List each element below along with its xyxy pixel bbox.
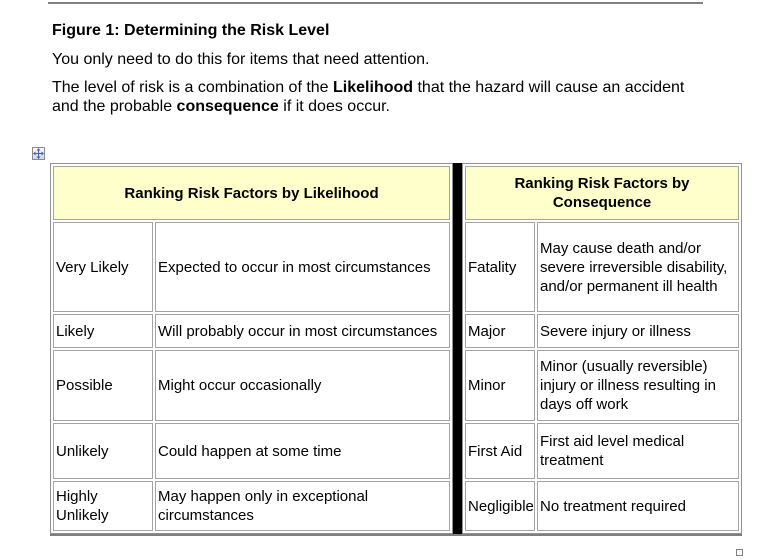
risk-tables-container: Ranking Risk Factors by Likelihood Very … (50, 163, 743, 536)
horizontal-rule (48, 2, 703, 4)
term-cell: First Aid (465, 423, 535, 479)
description-cell: Expected to occur in most circumstances (155, 222, 450, 312)
likelihood-bold-word: Likelihood (333, 79, 414, 96)
risk-text-part2: that the hazard will cause an accident a… (52, 79, 685, 115)
term-cell: Major (465, 314, 535, 348)
table-row: Highly Unlikely May happen only in excep… (53, 481, 450, 531)
table-row: Likely Will probably occur in most circu… (53, 314, 450, 348)
description-cell: Minor (usually reversible) injury or ill… (537, 350, 740, 421)
description-cell: Will probably occur in most circumstance… (155, 314, 450, 348)
table-row: Possible Might occur occasionally (53, 350, 450, 421)
intro-paragraph: You only need to do this for items that … (52, 51, 430, 68)
likelihood-table-header: Ranking Risk Factors by Likelihood (53, 166, 450, 220)
likelihood-table: Ranking Risk Factors by Likelihood Very … (50, 163, 453, 534)
table-resize-handle-icon[interactable] (736, 549, 743, 556)
table-row: First Aid First aid level medical treatm… (465, 423, 740, 479)
table-row: Unlikely Could happen at some time (53, 423, 450, 479)
term-cell: Possible (53, 350, 153, 421)
consequence-bold-word: consequence (176, 98, 279, 115)
description-cell: Might occur occasionally (155, 350, 450, 421)
term-cell: Negligible (465, 481, 535, 531)
term-cell: Very Likely (53, 222, 153, 312)
description-cell: Severe injury or illness (537, 314, 740, 348)
risk-text-part3: if it does occur. (278, 98, 390, 115)
risk-text-part1: The level of risk is a combination of th… (52, 79, 334, 96)
risk-level-paragraph: The level of risk is a combination of th… (52, 78, 697, 116)
table-move-handle-icon[interactable] (32, 147, 45, 160)
description-cell: No treatment required (537, 481, 740, 531)
table-row: Minor Minor (usually reversible) injury … (465, 350, 740, 421)
description-cell: May happen only in exceptional circumsta… (155, 481, 450, 531)
description-cell: Could happen at some time (155, 423, 450, 479)
term-cell: Unlikely (53, 423, 153, 479)
table-divider-bar (453, 163, 462, 534)
consequence-table-header: Ranking Risk Factors by Consequence (465, 166, 740, 220)
term-cell: Minor (465, 350, 535, 421)
consequence-table: Ranking Risk Factors by Consequence Fata… (462, 163, 743, 534)
table-row: Fatality May cause death and/or severe i… (465, 222, 740, 312)
term-cell: Fatality (465, 222, 535, 312)
table-row: Major Severe injury or illness (465, 314, 740, 348)
figure-title: Figure 1: Determining the Risk Level (52, 22, 330, 39)
table-row: Negligible No treatment required (465, 481, 740, 531)
table-row: Ranking Risk Factors by Likelihood (53, 166, 450, 220)
term-cell: Highly Unlikely (53, 481, 153, 531)
description-cell: May cause death and/or severe irreversib… (537, 222, 740, 312)
term-cell: Likely (53, 314, 153, 348)
description-cell: First aid level medical treatment (537, 423, 740, 479)
table-row: Very Likely Expected to occur in most ci… (53, 222, 450, 312)
table-row: Ranking Risk Factors by Consequence (465, 166, 740, 220)
